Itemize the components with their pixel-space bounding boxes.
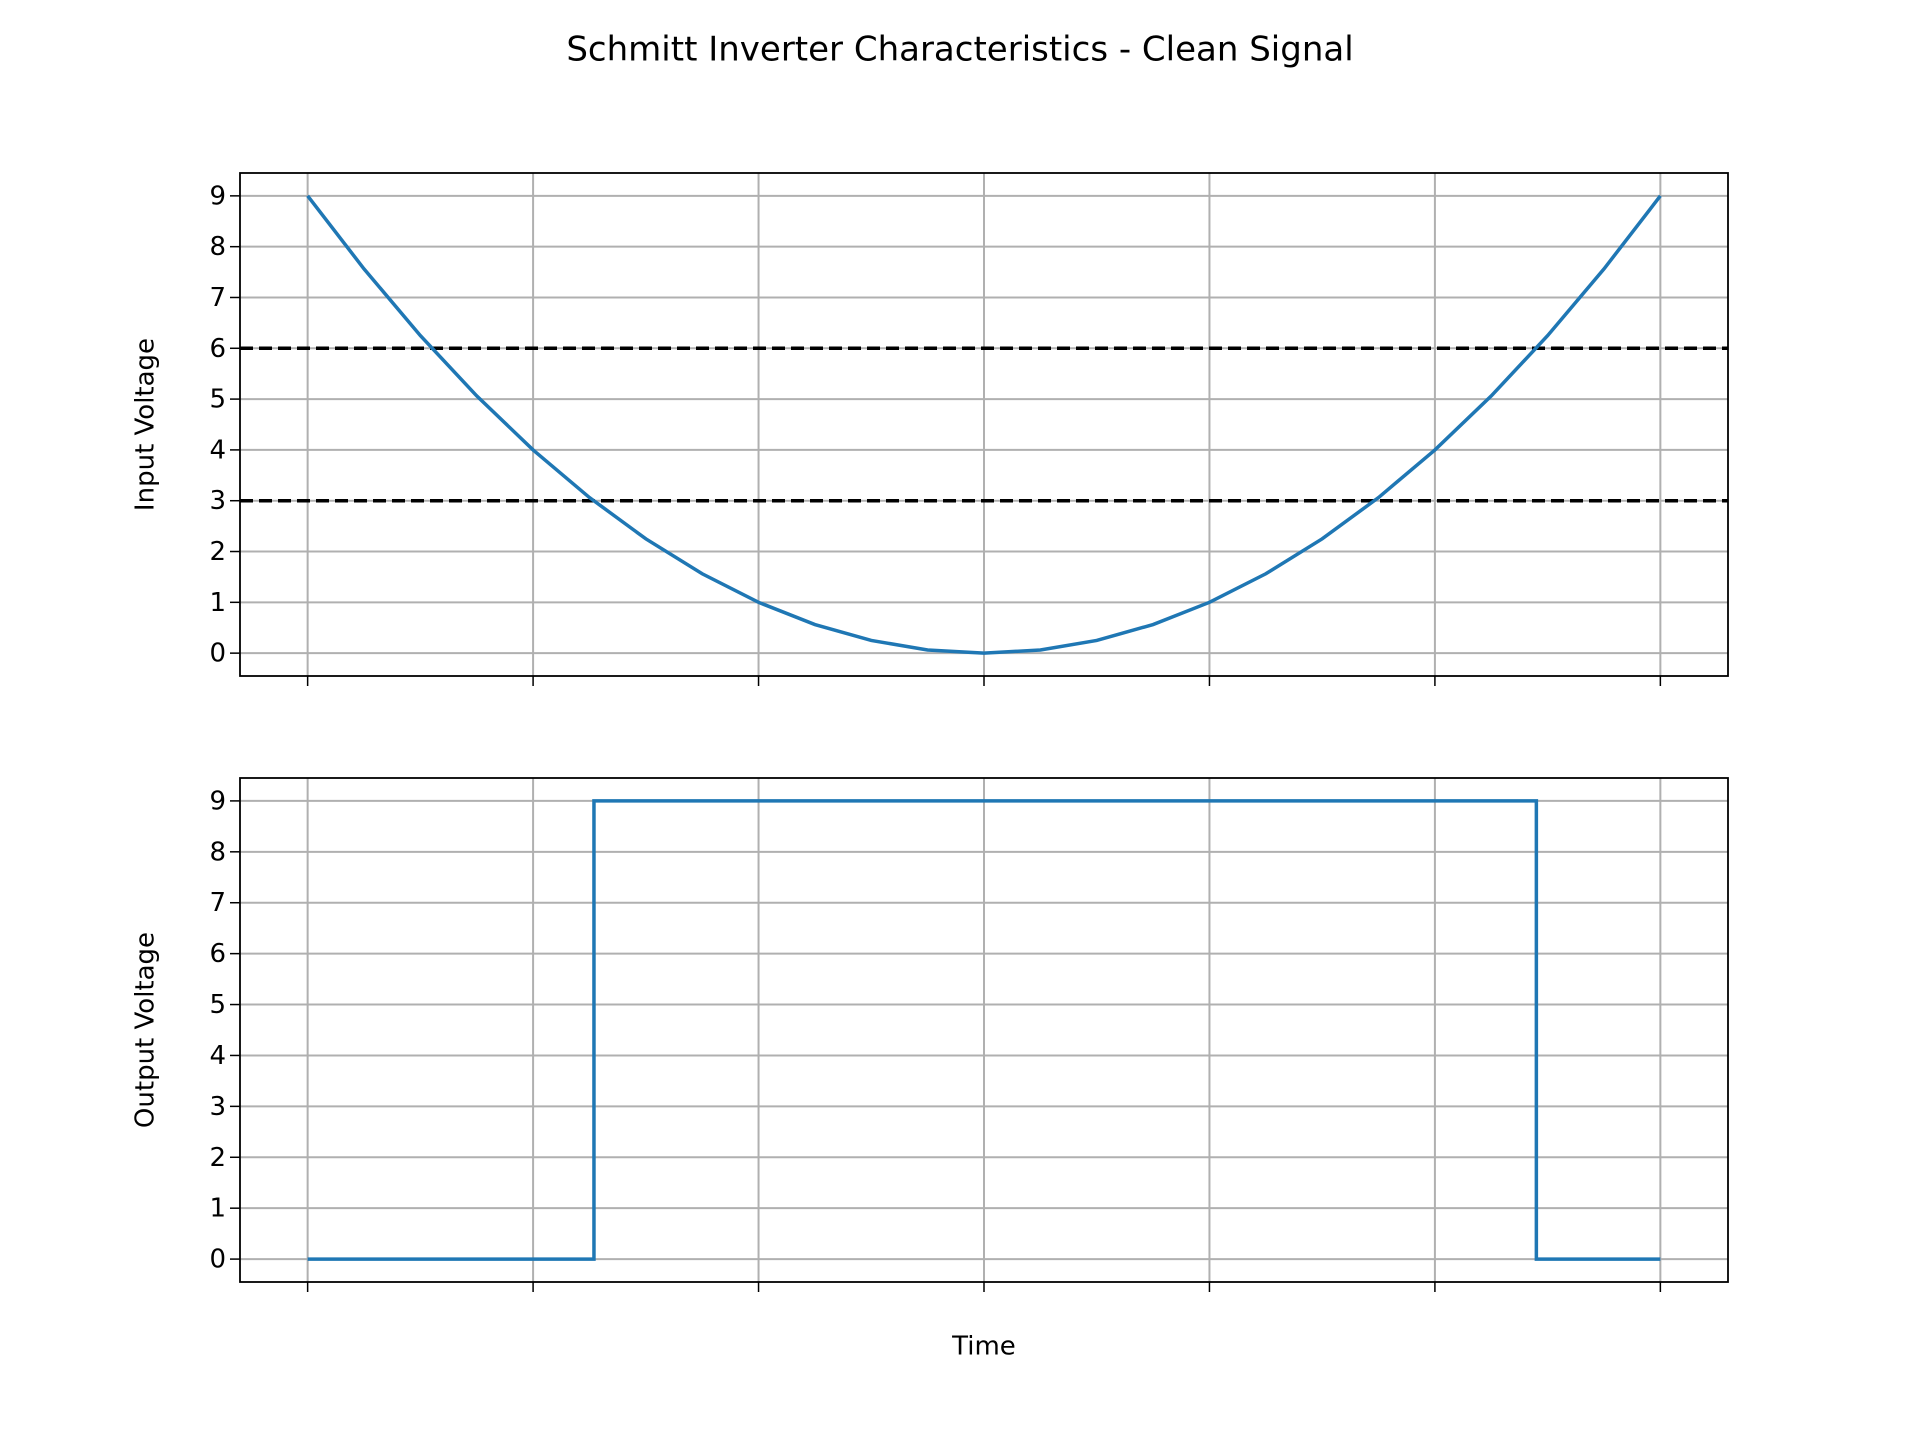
y-tick-label: 9 bbox=[209, 786, 226, 816]
axes-frame bbox=[239, 777, 1729, 1283]
y-tick-label: 1 bbox=[209, 1194, 226, 1224]
y-tick-label: 8 bbox=[209, 232, 226, 262]
y-tick-label: 7 bbox=[209, 283, 226, 313]
y-tick-label: 8 bbox=[209, 837, 226, 867]
y-tick-label: 9 bbox=[209, 181, 226, 211]
y-tick-label: 5 bbox=[209, 990, 226, 1020]
axes-frame bbox=[239, 172, 1729, 677]
y-tick-label: 3 bbox=[209, 486, 226, 516]
y-tick-label: 1 bbox=[209, 588, 226, 618]
y-tick-label: 6 bbox=[209, 939, 226, 969]
y-tick-label: 5 bbox=[209, 385, 226, 415]
y-tick-label: 2 bbox=[209, 1143, 226, 1173]
y-tick-label: 6 bbox=[209, 334, 226, 364]
y-tick-label: 2 bbox=[209, 537, 226, 567]
y-tick-label: 3 bbox=[209, 1092, 226, 1122]
y-tick-label: 4 bbox=[209, 435, 226, 465]
y-tick-label: 7 bbox=[209, 888, 226, 918]
y-tick-label: 0 bbox=[209, 639, 226, 669]
data-line bbox=[307, 799, 1661, 1261]
y-tick-label: 4 bbox=[209, 1041, 226, 1071]
y-tick-label: 0 bbox=[209, 1245, 226, 1275]
figure-title: Schmitt Inverter Characteristics - Clean… bbox=[566, 30, 1353, 70]
y-axis-label: Output Voltage bbox=[131, 932, 161, 1128]
x-axis-label: Time bbox=[951, 1332, 1016, 1362]
data-line bbox=[306, 194, 1662, 655]
y-axis-label: Input Voltage bbox=[131, 338, 161, 511]
